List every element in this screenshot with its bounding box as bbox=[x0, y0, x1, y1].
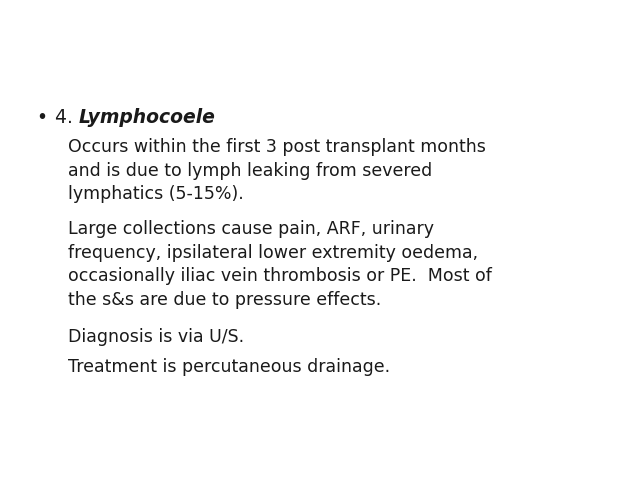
Text: Lymphocoele: Lymphocoele bbox=[79, 108, 216, 127]
Text: 4.: 4. bbox=[55, 108, 79, 127]
Text: Diagnosis is via U/S.: Diagnosis is via U/S. bbox=[68, 328, 244, 346]
Text: •: • bbox=[36, 108, 47, 127]
Text: Large collections cause pain, ARF, urinary
frequency, ipsilateral lower extremit: Large collections cause pain, ARF, urina… bbox=[68, 220, 492, 309]
Text: Occurs within the first 3 post transplant months
and is due to lymph leaking fro: Occurs within the first 3 post transplan… bbox=[68, 138, 486, 203]
Text: Treatment is percutaneous drainage.: Treatment is percutaneous drainage. bbox=[68, 358, 390, 376]
